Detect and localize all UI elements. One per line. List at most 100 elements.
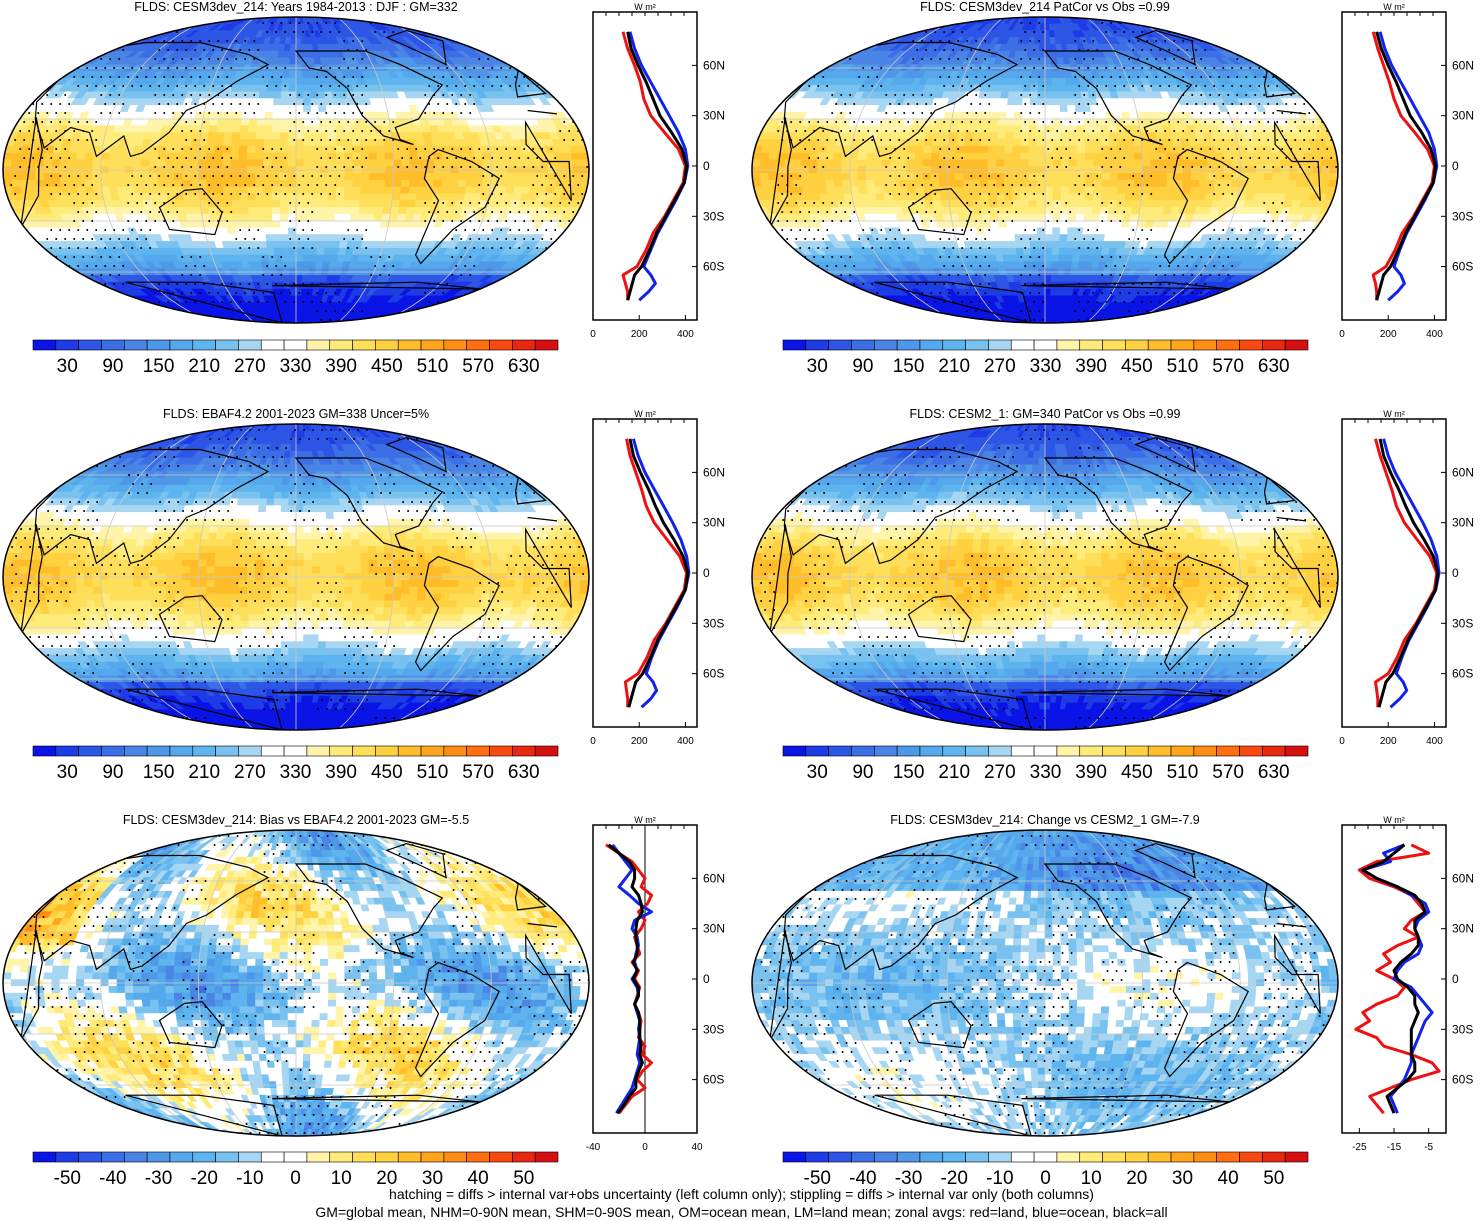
x-tick-label: 200 (1380, 736, 1397, 747)
coastline-eurasia (783, 854, 1019, 971)
colorbar-tick-label: -20 (940, 1168, 967, 1189)
map-border (2, 423, 590, 731)
colorbar-swatch (942, 1151, 966, 1163)
colorbar-swatch (782, 339, 807, 351)
coastline-antarctica (1021, 1094, 1230, 1103)
map-panel: FLDS: CESM2_1: GM=340 PatCor vs Obs =0.9… (751, 407, 1339, 731)
x-tick-label: 400 (677, 329, 694, 340)
colorbar-swatch (375, 745, 399, 757)
x-tick-label: 200 (1380, 329, 1397, 340)
coastline-africa (1273, 933, 1321, 1014)
colorbar: 30 90 150 210 270 330 390 450 510 570 630 (782, 745, 1309, 783)
colorbar-swatch (443, 1151, 467, 1163)
colorbar-tick-label: 270 (234, 762, 266, 783)
colorbar-tick-label: 450 (371, 356, 403, 377)
map-border (2, 829, 590, 1137)
colorbar-swatch (1056, 339, 1081, 351)
coastline-south-america (414, 961, 500, 1078)
coastline-africa (1276, 109, 1307, 115)
colorbar-swatch (1170, 339, 1195, 351)
coastline-south-america (1163, 148, 1249, 265)
colorbar-tick-label: 630 (508, 762, 540, 783)
colorbar-swatch (489, 745, 513, 757)
colorbar-tick-label: 150 (893, 356, 925, 377)
zonal-mean-plot: W m² 60N 30N 0 30S 60S 0 200 400 (590, 2, 725, 340)
coastline-africa (769, 524, 792, 636)
map-field (3, 830, 589, 1136)
colorbar-swatch (32, 745, 57, 757)
lat-tick-label: 30N (703, 109, 725, 123)
colorbar-tick-label: -10 (236, 1168, 263, 1189)
colorbar-tick-label: 30 (1172, 1168, 1193, 1189)
colorbar-tick-label: -50 (54, 1168, 81, 1189)
colorbar-swatch (828, 339, 852, 351)
colorbar-swatch (1239, 339, 1263, 351)
colorbar-swatch (489, 339, 513, 351)
zonal-frame (592, 418, 698, 728)
colorbar-swatch (851, 339, 875, 351)
colorbar-swatch (1033, 745, 1058, 757)
colorbar-tick-label: 50 (1263, 1168, 1284, 1189)
colorbar-tick-label: 390 (325, 762, 357, 783)
colorbar-swatch (352, 339, 376, 351)
zonal-units: W m² (634, 815, 656, 825)
colorbar-tick-label: 630 (1258, 356, 1290, 377)
zonal-mean-plot: W m² 60N 30N 0 30S 60S 0 200 400 (590, 409, 725, 747)
colorbar-tick-label: 150 (143, 762, 175, 783)
coastline-south-america (414, 148, 500, 265)
colorbar-swatch (101, 1151, 125, 1163)
colorbar-swatch (375, 1151, 399, 1163)
colorbar-tick-label: 30 (57, 762, 78, 783)
colorbar-swatch (1262, 745, 1286, 757)
map-panel: FLDS: CESM3dev_214: Years 1984-2013 : DJ… (2, 0, 590, 324)
colorbar-tick-label: -40 (99, 1168, 126, 1189)
colorbar-tick-label: 20 (1126, 1168, 1147, 1189)
zonal-units: W m² (634, 2, 656, 12)
colorbar-swatch (352, 1151, 376, 1163)
colorbar-swatch (146, 339, 171, 351)
colorbar-swatch (443, 339, 467, 351)
coastline-greenland (1134, 436, 1196, 473)
lat-tick-label: 60N (1452, 871, 1474, 885)
colorbar-tick-label: 330 (280, 356, 312, 377)
colorbar-swatch (512, 1151, 536, 1163)
coastline-australia (907, 1001, 972, 1049)
coastlines (769, 842, 1321, 1136)
colorbar-swatch (942, 745, 966, 757)
x-tick-label: 0 (642, 1142, 648, 1153)
coastline-greenland (1134, 842, 1196, 879)
footer-abbreviation-note: GM=global mean, NHM=0-90N mean, SHM=0-90… (0, 1203, 1483, 1221)
lat-tick-label: 60S (703, 1073, 724, 1087)
colorbar-swatch (1239, 1151, 1263, 1163)
colorbar-tick-label: 330 (1030, 762, 1062, 783)
map-field (752, 830, 1338, 1136)
map-border (751, 423, 1339, 731)
colorbar-swatch (874, 1151, 898, 1163)
x-tick-label: -40 (586, 1142, 601, 1153)
colorbar-tick-label: 150 (143, 356, 175, 377)
zonal-mean-plot: W m² 60N 30N 0 30S 60S -25 -15 -5 (1341, 815, 1474, 1153)
zonal-units: W m² (1383, 815, 1405, 825)
colorbar-tick-label: 570 (462, 762, 494, 783)
colorbar-tick-label: 30 (57, 356, 78, 377)
coastline-africa (769, 930, 792, 1042)
lat-tick-label: 0 (703, 972, 710, 986)
panel-title: FLDS: CESM3dev_214: Change vs CESM2_1 GM… (890, 813, 1200, 827)
colorbar-swatch (329, 745, 353, 757)
coastlines (769, 436, 1321, 730)
coastline-greenland (385, 436, 447, 473)
colorbar-tick-label: 0 (1040, 1168, 1051, 1189)
colorbar-swatch (32, 1151, 57, 1163)
map-panel: FLDS: CESM3dev_214: Bias vs EBAF4.2 2001… (2, 813, 590, 1137)
colorbar: -50 -40 -30 -20 -10 0 10 20 30 40 50 (32, 1151, 559, 1189)
colorbar-swatch (101, 339, 125, 351)
colorbar-swatch (420, 339, 445, 351)
colorbar-swatch (534, 339, 559, 351)
colorbar-swatch (896, 745, 921, 757)
colorbar-swatch (420, 1151, 445, 1163)
colorbar-swatch (1262, 339, 1286, 351)
x-tick-label: 0 (1339, 736, 1345, 747)
colorbar-swatch (1284, 1151, 1309, 1163)
coastline-antarctica (272, 281, 481, 290)
colorbar-tick-label: 90 (102, 762, 123, 783)
